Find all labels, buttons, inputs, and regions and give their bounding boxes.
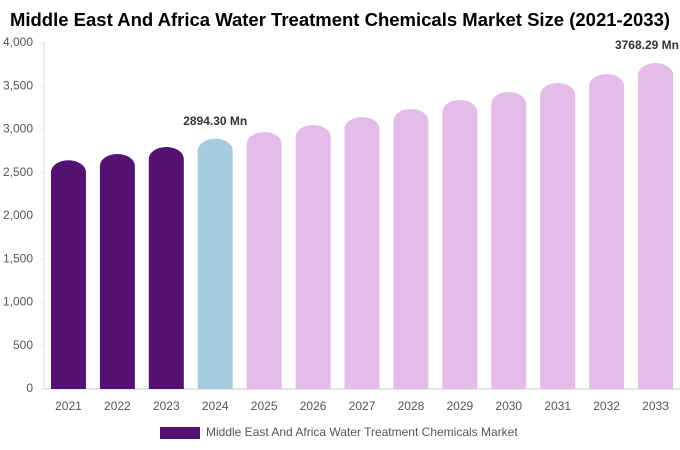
x-tick-label: 2033 <box>642 399 669 413</box>
x-tick-label: 2028 <box>398 399 425 413</box>
y-tick-label: 2,500 <box>3 165 33 179</box>
x-tick-label: 2024 <box>202 399 229 413</box>
y-tick-label: 3,000 <box>3 122 33 136</box>
bar <box>148 146 184 389</box>
bar <box>540 82 576 389</box>
x-tick-label: 2025 <box>251 399 278 413</box>
y-tick-label: 1,000 <box>3 295 33 309</box>
bar <box>295 125 331 389</box>
x-tick-label: 2022 <box>104 399 131 413</box>
bar <box>638 63 674 390</box>
bar <box>344 116 380 389</box>
y-tick-label: 500 <box>13 338 33 352</box>
bar <box>442 100 478 389</box>
x-tick-label: 2026 <box>300 399 327 413</box>
x-tick-label: 2023 <box>153 399 180 413</box>
x-tick-label: 2030 <box>495 399 522 413</box>
bar <box>491 91 527 390</box>
bar <box>393 108 429 389</box>
x-tick-label: 2029 <box>446 399 473 413</box>
y-tick-label: 3,500 <box>3 78 33 92</box>
y-tick-label: 0 <box>26 381 33 395</box>
legend-label: Middle East And Africa Water Treatment C… <box>206 425 518 439</box>
bar <box>50 160 86 389</box>
bar <box>589 73 625 389</box>
bar <box>246 132 282 390</box>
x-tick-label: 2032 <box>593 399 620 413</box>
chart-title: Middle East And Africa Water Treatment C… <box>10 9 670 30</box>
x-tick-label: 2027 <box>349 399 376 413</box>
y-tick-label: 4,000 <box>3 35 33 49</box>
value-label: 2894.30 Mn <box>183 114 247 128</box>
bar <box>197 138 233 389</box>
bar <box>99 153 135 389</box>
y-tick-label: 1,500 <box>3 251 33 265</box>
x-tick-label: 2021 <box>55 399 82 413</box>
value-label: 3768.29 Mn <box>615 38 679 52</box>
x-tick-label: 2031 <box>544 399 571 413</box>
legend-swatch <box>160 427 200 439</box>
y-tick-label: 2,000 <box>3 208 33 222</box>
